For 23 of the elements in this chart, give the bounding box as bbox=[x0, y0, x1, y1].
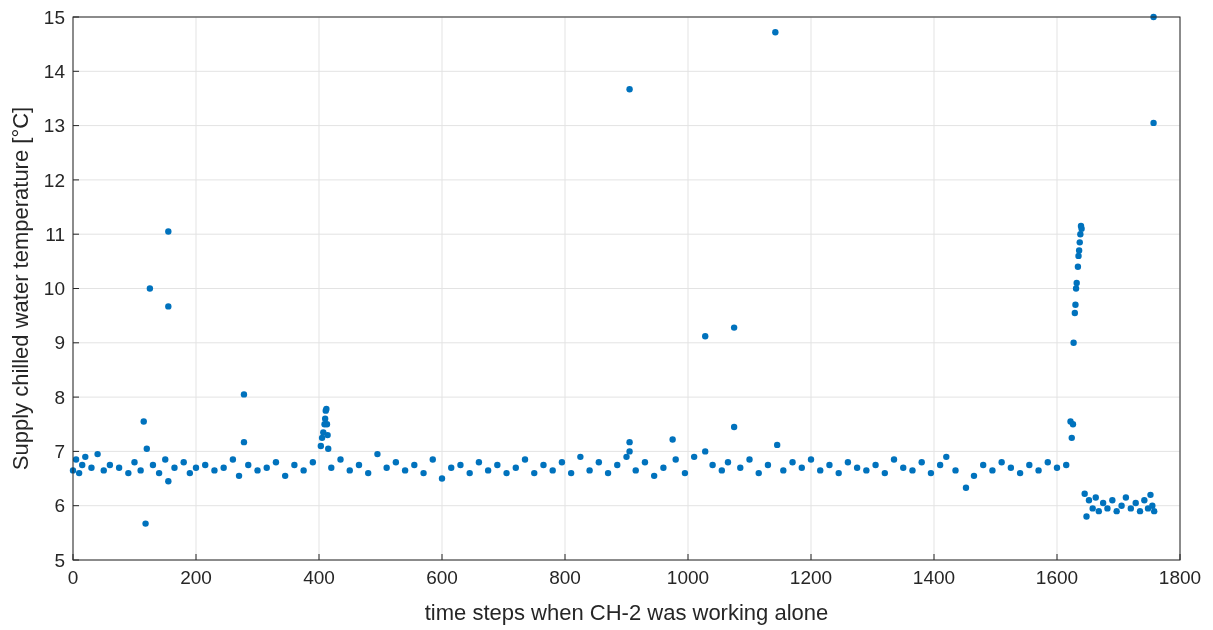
y-tick-label: 7 bbox=[54, 441, 65, 463]
y-tick-label: 9 bbox=[54, 332, 65, 354]
y-axis-title: Supply chilled water temperature [°C] bbox=[8, 106, 33, 471]
y-tick-label: 5 bbox=[54, 549, 65, 571]
x-axis-title: time steps when CH-2 was working alone bbox=[424, 600, 829, 625]
y-tick-label: 13 bbox=[43, 115, 65, 137]
x-tick-label: 1200 bbox=[789, 567, 833, 588]
y-tick-label: 11 bbox=[45, 223, 65, 245]
y-tick-label: 6 bbox=[54, 495, 65, 517]
x-tick-label: 600 bbox=[426, 567, 458, 588]
x-tick-label: 1800 bbox=[1158, 567, 1202, 588]
y-tick-label: 14 bbox=[43, 60, 66, 82]
x-tick-label: 800 bbox=[549, 567, 581, 588]
x-tick-label: 0 bbox=[67, 567, 79, 588]
y-tick-label: 12 bbox=[43, 169, 65, 191]
y-tick-label: 15 bbox=[43, 6, 65, 28]
x-tick-label: 400 bbox=[303, 567, 335, 588]
x-tick-label: 1600 bbox=[1035, 567, 1079, 588]
x-tick-label: 1400 bbox=[912, 567, 956, 588]
y-tick-label: 10 bbox=[43, 278, 65, 300]
y-tick-label: 8 bbox=[54, 386, 65, 408]
x-tick-label: 1000 bbox=[666, 567, 710, 588]
x-tick-label: 200 bbox=[180, 567, 212, 588]
